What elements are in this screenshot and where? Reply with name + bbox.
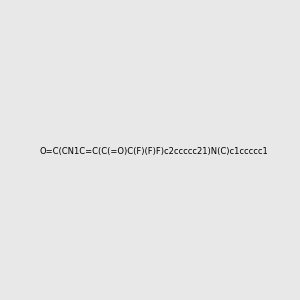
Text: O=C(CN1C=C(C(=O)C(F)(F)F)c2ccccc21)N(C)c1ccccc1: O=C(CN1C=C(C(=O)C(F)(F)F)c2ccccc21)N(C)c… (39, 147, 268, 156)
